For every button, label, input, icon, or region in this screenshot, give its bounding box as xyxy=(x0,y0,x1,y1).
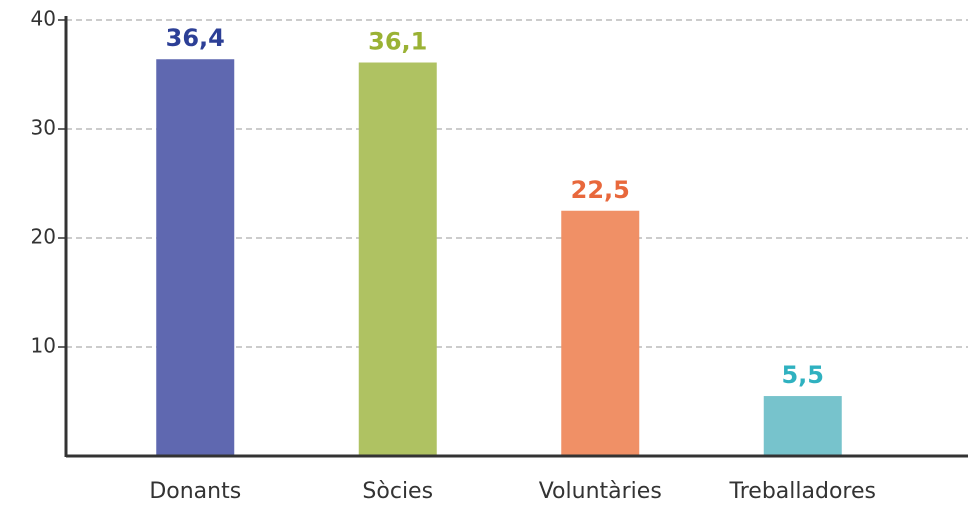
bar xyxy=(358,62,437,456)
x-tick-label: Voluntàries xyxy=(539,479,662,504)
y-tick-label: 20 xyxy=(31,225,56,249)
y-tick-label: 10 xyxy=(31,334,56,358)
x-tick-label: Sòcies xyxy=(362,479,433,504)
value-label: 5,5 xyxy=(781,361,824,389)
x-tick-label: Donants xyxy=(149,479,241,504)
bar xyxy=(561,210,640,456)
bar xyxy=(763,396,842,456)
x-tick-label: Treballadores xyxy=(729,479,876,504)
y-tick-label: 40 xyxy=(31,7,56,31)
bar xyxy=(156,59,235,457)
value-label: 36,1 xyxy=(368,28,427,56)
y-tick-label: 30 xyxy=(31,116,56,140)
value-label: 22,5 xyxy=(571,176,630,204)
value-label: 36,4 xyxy=(166,24,225,52)
